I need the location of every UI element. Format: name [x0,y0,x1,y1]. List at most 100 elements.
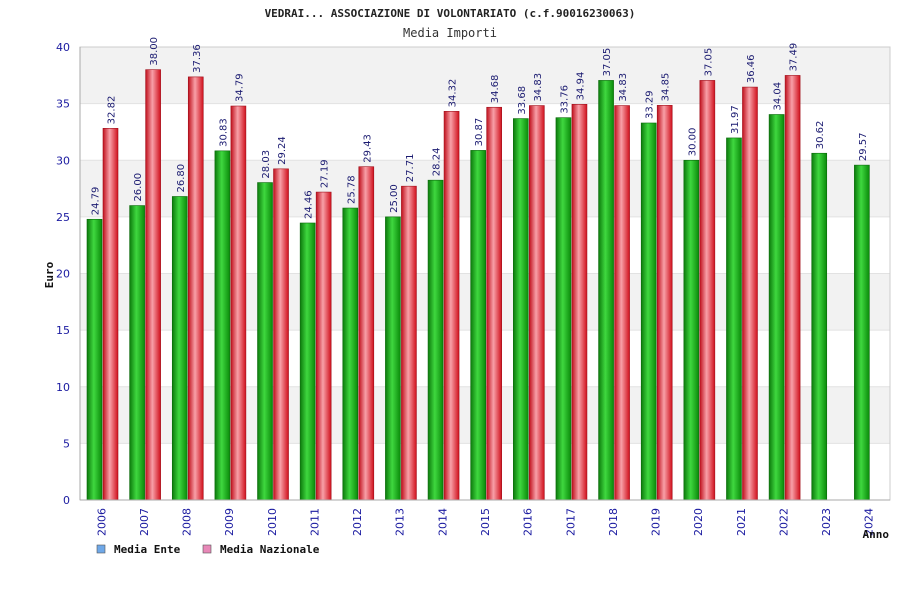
bar-media-ente [811,152,828,501]
bar-media-ente [470,150,486,501]
x-tick-label: 2018 [607,508,620,536]
bar-media-nazionale [401,185,417,501]
bar-media-ente [427,179,444,501]
x-tick-label: 2008 [181,508,194,536]
y-tick-label: 30 [56,154,70,167]
data-label: 33.68 [517,86,528,115]
bar-media-ente [513,118,529,501]
bar-media-nazionale [443,111,460,501]
data-label: 34.68 [490,75,501,104]
bar-media-ente [726,137,742,501]
bar-media-nazionale [145,69,161,501]
bar-media-nazionale [102,128,119,501]
y-axis-label: Euro [43,261,56,288]
y-tick-label: 0 [63,494,70,507]
data-label: 33.29 [645,90,656,119]
bar-media-nazionale [230,105,247,501]
x-tick-label: 2015 [479,508,492,536]
y-tick-label: 40 [56,41,70,54]
data-label: 25.00 [389,184,400,213]
data-label: 37.49 [789,43,800,72]
y-tick-labels: 0 5 10 15 20 25 30 35 40 [56,41,70,507]
data-label: 34.83 [533,73,544,102]
data-label: 29.24 [277,136,288,165]
data-label: 34.04 [773,82,784,111]
x-tick-label: 2014 [436,508,449,536]
x-tick-label: 2006 [95,508,108,536]
data-label: 24.46 [304,190,315,219]
bar-media-ente [768,114,785,501]
bar-media-nazionale [571,104,588,501]
bar-media-nazionale [784,75,801,501]
y-tick-label: 20 [56,268,70,281]
data-label: 31.97 [730,105,741,134]
data-label: 29.57 [858,132,869,161]
bar-media-ente [171,196,188,501]
data-label: 34.83 [618,73,629,102]
legend-label: Media Nazionale [220,543,320,556]
data-label: 37.05 [703,48,714,77]
data-label: 30.83 [218,118,229,147]
x-tick-label: 2007 [138,508,151,536]
bar-media-ente [86,218,103,501]
bar-media-nazionale [486,106,502,501]
bar-media-nazionale [187,76,204,501]
bar-media-nazionale [742,86,758,501]
bar-media-ente [854,164,870,501]
data-label: 26.80 [176,164,187,193]
data-label: 33.76 [559,85,570,114]
data-label: 38.00 [149,37,160,66]
data-label: 30.62 [815,121,826,150]
bar-media-ente [385,216,401,501]
x-tick-label: 2019 [650,508,663,536]
y-tick-label: 5 [63,437,70,450]
y-tick-label: 15 [56,324,70,337]
x-tick-label: 2020 [692,508,705,536]
chart-subtitle: Media Importi [403,26,497,40]
chart-title: VEDRAI... ASSOCIAZIONE DI VOLONTARIATO (… [265,7,636,20]
x-tick-label: 2012 [351,508,364,536]
legend-swatch [96,544,106,554]
axes [79,46,891,501]
data-label: 37.36 [192,44,203,73]
bar-media-nazionale [656,105,673,501]
data-label: 30.00 [687,128,698,157]
data-label: 36.46 [746,54,757,83]
value-labels: 24.79 32.82 26.00 38.00 26.80 37.36 30.83 34.79… [91,37,869,219]
x-tick-label: 2011 [308,508,321,536]
bar-media-nazionale [529,105,545,501]
x-tick-labels: 2006 2007 2008 2009 2010 2011 2012 2013 2014 2015… [95,508,875,536]
x-tick-label: 2017 [564,508,577,536]
data-label: 27.19 [320,159,331,188]
data-label: 34.79 [234,73,245,102]
data-label: 25.78 [346,175,357,204]
bar-media-ente [598,80,614,501]
bar-media-ente [640,122,657,501]
x-tick-label: 2021 [735,508,748,536]
bar-media-nazionale [358,166,375,501]
bar-media-ente [257,182,273,501]
data-label: 24.79 [91,187,102,216]
legend-swatch [202,544,212,554]
bar-media-nazionale [699,80,716,501]
data-label: 27.71 [405,154,416,183]
x-tick-label: 2022 [777,508,790,536]
bar-media-ente [214,150,231,501]
x-tick-label: 2024 [863,508,876,536]
bar-media-ente [683,159,700,501]
x-tick-label: 2023 [820,508,833,536]
bars-group [86,69,870,501]
legend-label: Media Ente [114,543,181,556]
data-label: 28.24 [432,148,443,177]
bar-media-ente [342,207,359,501]
bar-media-ente [299,222,316,501]
data-label: 34.94 [575,72,586,101]
data-label: 34.85 [661,73,672,102]
bar-media-nazionale [273,168,289,501]
x-tick-label: 2010 [266,508,279,536]
x-tick-label: 2009 [223,508,236,536]
data-label: 28.03 [261,150,272,179]
y-tick-label: 10 [56,381,70,394]
